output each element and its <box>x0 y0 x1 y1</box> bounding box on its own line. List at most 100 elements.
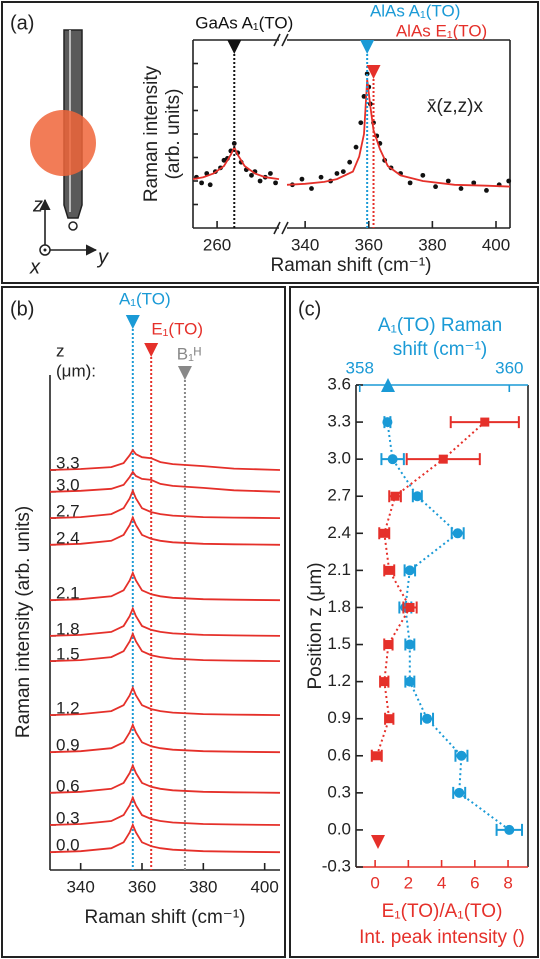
series-label: 0.0 <box>56 836 80 855</box>
series-label: 2.7 <box>56 502 80 521</box>
annotation: AlAs E₁(TO) <box>396 21 487 40</box>
y-tick-label: -0.3 <box>322 856 351 875</box>
x2-tick-label: 358 <box>346 358 374 377</box>
peak-marker <box>360 40 375 54</box>
x-tick-label: 4 <box>437 873 446 892</box>
x-tick-label: 0 <box>370 873 379 892</box>
data-point <box>454 787 465 798</box>
series-label: 2.4 <box>56 528 80 547</box>
data-point <box>353 144 359 150</box>
y-tick-label: 3.6 <box>327 374 351 393</box>
x-axis-title: E₁(TO)/A₁(TO) <box>382 901 503 922</box>
y-tick-label: 1.8 <box>327 597 351 616</box>
x-tick-label: 380 <box>418 235 446 254</box>
y-axis-title: (arb. units) <box>163 89 184 180</box>
series-label: 3.3 <box>56 454 80 473</box>
annotation: E₁(TO) <box>151 319 203 338</box>
x-tick-label: 400 <box>250 877 278 896</box>
data-point <box>340 169 346 175</box>
data-point <box>484 188 489 193</box>
data-point <box>257 178 263 184</box>
fit-line <box>49 606 281 637</box>
fit-line <box>49 685 281 716</box>
x2-axis-title: shift (cm⁻¹) <box>393 339 487 360</box>
legend-title: (μm): <box>56 361 96 380</box>
y-tick-label: 2.1 <box>327 560 351 579</box>
y-tick-label: 2.7 <box>327 486 351 505</box>
data-point <box>420 172 426 178</box>
peak-marker <box>144 343 159 357</box>
sketch-axis-label: x <box>29 256 41 278</box>
data-point <box>438 454 448 464</box>
data-point <box>379 528 389 538</box>
data-point <box>334 171 340 176</box>
data-point <box>379 677 389 687</box>
x-tick-label: 380 <box>189 877 217 896</box>
series-label: 2.1 <box>56 584 80 603</box>
fit-line <box>49 470 281 493</box>
data-point <box>383 640 393 650</box>
fit-line <box>49 763 281 794</box>
connector-line <box>375 421 486 757</box>
data-point <box>387 454 398 465</box>
fit-line <box>49 722 281 754</box>
data-point <box>347 159 353 165</box>
y-axis-title: Position z (μm) <box>305 562 326 689</box>
legend-title: z <box>56 341 65 360</box>
annotation: GaAs A₁(TO) <box>195 13 293 32</box>
data-point <box>207 182 213 188</box>
panel-label: (a) <box>10 12 34 34</box>
sketch-axis-label: y <box>96 246 109 268</box>
data-point <box>268 171 273 176</box>
series-label: 1.2 <box>56 699 80 718</box>
annotation: AlAs A₁(TO) <box>370 1 460 20</box>
data-point <box>422 713 433 724</box>
x-tick-label: 6 <box>470 873 479 892</box>
x-tick-label: 8 <box>503 873 512 892</box>
y-axis-title: Raman intensity (arb. units) <box>13 506 34 738</box>
data-point <box>372 751 382 761</box>
annotation: A₁(TO) <box>119 289 171 308</box>
fit-line <box>286 79 511 188</box>
peak-marker <box>366 65 381 79</box>
data-point <box>318 174 324 180</box>
data-point <box>358 120 364 126</box>
data-point <box>407 180 413 186</box>
data-point <box>384 565 394 575</box>
x2-axis-title: A₁(TO) Raman <box>378 315 502 336</box>
series-label: 1.8 <box>56 619 80 638</box>
series-label: 1.5 <box>56 645 80 664</box>
peak-marker <box>177 366 192 380</box>
fit-line <box>49 795 281 826</box>
y-tick-label: 1.5 <box>327 634 351 653</box>
y-tick-label: 0.6 <box>327 745 351 764</box>
series-label: 0.3 <box>56 808 80 827</box>
data-point <box>412 491 423 502</box>
data-point <box>405 602 415 612</box>
connector-line <box>386 421 510 831</box>
fit-line <box>49 631 281 662</box>
data-point <box>471 180 477 186</box>
fit-line <box>49 570 281 602</box>
data-point <box>404 565 415 576</box>
data-point <box>390 491 400 501</box>
x-tick-label: 260 <box>203 235 231 254</box>
x-axis-title: Int. peak intensity () <box>359 927 525 948</box>
x2-tick-label: 360 <box>495 358 523 377</box>
series-label: 3.0 <box>56 475 80 494</box>
data-point <box>458 186 464 191</box>
nanowire-sketch: z y x <box>29 29 109 278</box>
panel-label: (b) <box>10 298 34 320</box>
axis-break <box>273 33 289 47</box>
x-axis-title: Raman shift (cm⁻¹) <box>271 255 432 276</box>
x-tick-label: 360 <box>128 877 156 896</box>
data-point <box>433 184 438 190</box>
data-point <box>382 417 393 428</box>
data-point <box>299 176 305 182</box>
panel-frame <box>1 286 286 958</box>
data-point <box>384 714 394 724</box>
series-label: 0.9 <box>56 736 80 755</box>
geometry-label: x̄(z,z)x <box>427 96 483 117</box>
fit-line <box>49 448 281 471</box>
